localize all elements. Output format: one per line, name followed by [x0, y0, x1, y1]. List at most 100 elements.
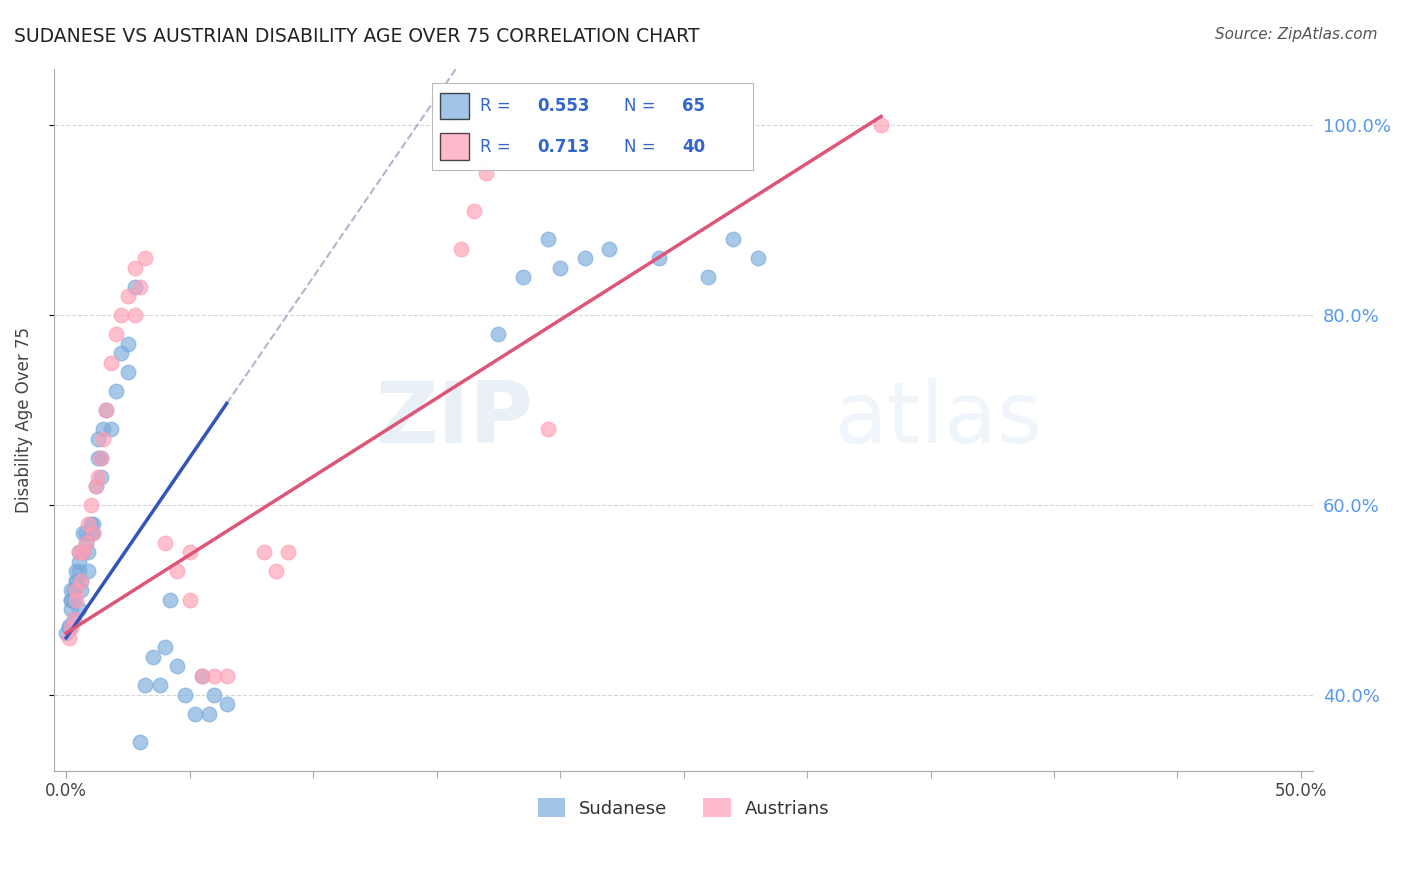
Text: SUDANESE VS AUSTRIAN DISABILITY AGE OVER 75 CORRELATION CHART: SUDANESE VS AUSTRIAN DISABILITY AGE OVER… [14, 27, 700, 45]
Point [215, 669, 238, 683]
Point [129, 735, 152, 749]
Point [72, 545, 94, 559]
Point [60, 583, 83, 598]
Point [512, 270, 534, 285]
Point [84, 479, 107, 493]
Point [134, 252, 156, 266]
Point [80, 526, 103, 541]
Point [277, 545, 299, 559]
Point [67, 545, 90, 559]
Point [75, 536, 97, 550]
Legend: Sudanese, Austrians: Sudanese, Austrians [530, 791, 837, 825]
Point [598, 242, 620, 256]
Point [574, 252, 596, 266]
Point [67, 602, 90, 616]
Point [537, 232, 560, 246]
Point [60, 602, 83, 616]
Point [67, 565, 90, 579]
Point [87, 432, 110, 446]
Point [58, 631, 80, 645]
Point [198, 706, 221, 721]
Point [77, 565, 100, 579]
Point [870, 119, 893, 133]
Point [60, 593, 83, 607]
Point [202, 669, 225, 683]
Point [67, 555, 90, 569]
Point [90, 450, 112, 465]
Point [179, 593, 201, 607]
Point [721, 232, 744, 246]
Point [65, 583, 87, 598]
Text: ZIP: ZIP [374, 378, 533, 461]
Point [60, 621, 83, 635]
Point [100, 422, 122, 436]
Point [648, 252, 671, 266]
Point [80, 498, 103, 512]
Point [124, 260, 146, 275]
Point [60, 593, 83, 607]
Point [117, 365, 139, 379]
Point [80, 516, 103, 531]
Point [124, 279, 146, 293]
Point [134, 678, 156, 692]
Point [90, 450, 112, 465]
Point [77, 516, 100, 531]
Point [264, 565, 287, 579]
Point [70, 583, 93, 598]
Point [72, 526, 94, 541]
Point [117, 289, 139, 303]
Point [110, 346, 132, 360]
Point [75, 536, 97, 550]
Point [100, 356, 122, 370]
Point [104, 327, 127, 342]
Point [72, 545, 94, 559]
Point [149, 678, 172, 692]
Point [65, 574, 87, 588]
Point [153, 640, 176, 655]
Point [166, 659, 188, 673]
Point [537, 422, 560, 436]
Y-axis label: Disability Age Over 75: Disability Age Over 75 [15, 326, 32, 513]
Point [191, 669, 214, 683]
Point [82, 526, 104, 541]
Point [202, 688, 225, 702]
Point [75, 526, 97, 541]
Point [82, 526, 104, 541]
Point [94, 403, 117, 417]
Point [129, 279, 152, 293]
Point [87, 469, 110, 483]
Point [124, 308, 146, 322]
Point [65, 574, 87, 588]
Text: atlas: atlas [835, 378, 1043, 461]
Point [91, 422, 114, 436]
Point [179, 545, 201, 559]
Point [58, 619, 80, 633]
Point [110, 308, 132, 322]
Point [62, 583, 84, 598]
Point [159, 593, 181, 607]
Point [475, 166, 498, 180]
Point [153, 536, 176, 550]
Text: Source: ZipAtlas.com: Source: ZipAtlas.com [1215, 27, 1378, 42]
Point [450, 242, 472, 256]
Point [67, 545, 90, 559]
Point [82, 516, 104, 531]
Point [65, 593, 87, 607]
Point [117, 336, 139, 351]
Point [104, 384, 127, 398]
Point [486, 327, 509, 342]
Point [91, 432, 114, 446]
Point [87, 450, 110, 465]
Point [77, 545, 100, 559]
Point [253, 545, 276, 559]
Point [166, 565, 188, 579]
Point [142, 649, 165, 664]
Point [70, 574, 93, 588]
Point [463, 203, 485, 218]
Point [215, 698, 238, 712]
Point [58, 621, 80, 635]
Point [62, 593, 84, 607]
Point [84, 479, 107, 493]
Point [62, 612, 84, 626]
Point [173, 688, 195, 702]
